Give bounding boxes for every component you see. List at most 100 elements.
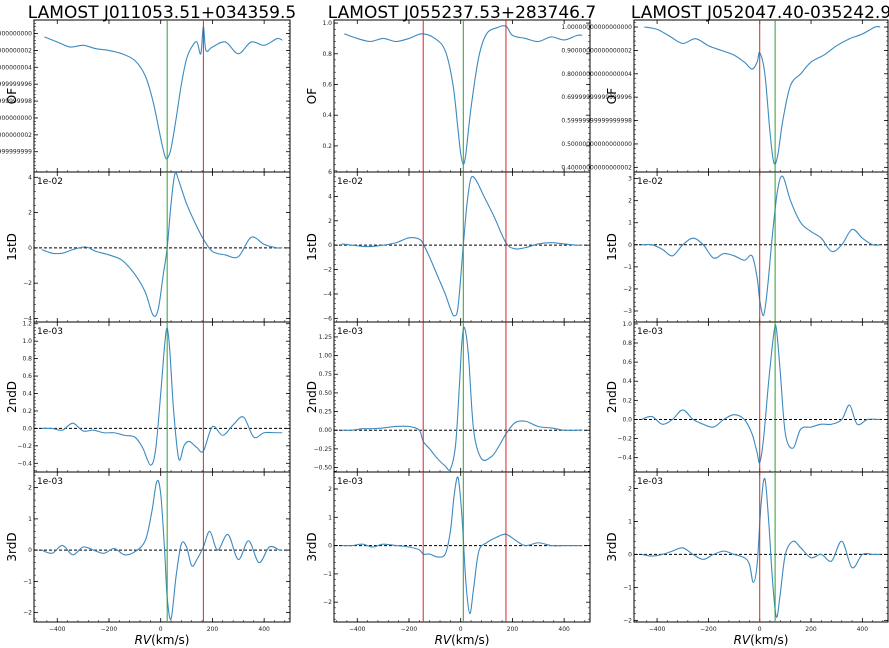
panel-3rdd: −2 −1 0 1 2 3rdD 1e-03: [305, 471, 591, 623]
y-tick-label: 0.80000000000000004: [0, 64, 32, 71]
panel-2ndd: −0.4 −0.2 0.0 0.2 0.4 0.6 0.8 1.0 1.2 2ndD 1e-03: [5, 321, 291, 473]
y-axis-label: 1stD: [5, 233, 19, 261]
chart-title: LAMOST J052047.40-035242.9: [631, 3, 889, 23]
y-tick-label: 0.6: [22, 373, 32, 380]
y-tick-label: −0.4: [17, 460, 32, 467]
y-tick-label: 1.00000000000000000: [561, 24, 632, 31]
x-axis-label-prefix: RV: [734, 633, 751, 647]
y-tick-label: 0.69999999999999996: [0, 81, 32, 88]
y-axis-label: 1stD: [305, 233, 319, 261]
y-tick-label: 0.69999999999999996: [561, 94, 632, 101]
x-tick-label: 200: [507, 626, 519, 633]
y-tick-label: 0.00: [319, 427, 333, 434]
y-tick-label: 0: [28, 547, 32, 554]
series-line: [641, 477, 881, 618]
y-tick-label: 0.8: [622, 340, 632, 347]
y-tick-label: −2: [623, 617, 632, 624]
y-axis-label: OF: [305, 88, 319, 104]
y-tick-label: −1: [23, 578, 32, 585]
y-tick-label: 0.80000000000000004: [561, 71, 632, 78]
y-tick-label: 0.0: [622, 416, 632, 423]
y-axis-label: 3rdD: [605, 532, 619, 561]
y-tick-label: −4: [23, 315, 32, 322]
y-tick-label: 0.50000000000000000: [561, 141, 632, 148]
panel-frame: [33, 471, 291, 623]
y-tick-label: −4: [323, 291, 332, 298]
y-tick-label: 4: [328, 193, 332, 200]
y-tick-label: 2: [28, 210, 32, 217]
scale-factor: 1e-03: [637, 327, 663, 337]
panel-frame: [633, 321, 889, 473]
y-tick-label: 0: [628, 242, 632, 249]
y-tick-label: 0.75: [319, 371, 333, 378]
y-tick-label: 0.6: [622, 359, 632, 366]
chart-column-2: LAMOST J055237.53+283746.7 0.2 0.4 0.6 0.8 1.…: [305, 3, 596, 647]
x-tick-label: 400: [258, 626, 270, 633]
y-tick-label: 1.00000000000000000: [0, 31, 32, 38]
chart-title: LAMOST J011053.51+034359.5: [28, 3, 296, 23]
panel-of: 0.40000000000000002 0.50000000000000000 0.…: [561, 19, 889, 173]
series-line: [41, 479, 283, 621]
series-line: [344, 25, 583, 165]
x-tick-label: −200: [401, 626, 418, 633]
x-tick-label: −400: [349, 626, 366, 633]
y-tick-label: 0.4: [622, 378, 632, 385]
y-tick-label: 2: [628, 198, 632, 205]
y-tick-label: −2: [23, 280, 32, 287]
panel-frame: [633, 171, 889, 323]
y-tick-label: −1: [623, 584, 632, 591]
series-line: [341, 326, 583, 471]
scale-factor: 1e-02: [637, 177, 663, 187]
panel-frame: [633, 471, 889, 623]
y-tick-label: −1: [623, 264, 632, 271]
y-tick-label: 0.4: [322, 112, 332, 119]
x-axis-label: RV(km/s): [135, 633, 190, 647]
scale-factor: 1e-03: [337, 327, 363, 337]
y-tick-label: 1: [628, 220, 632, 227]
y-tick-label: −2: [323, 599, 332, 606]
y-tick-label: 1.25: [319, 334, 333, 341]
scale-factor: 1e-03: [337, 477, 363, 487]
x-axis-label-prefix: RV: [135, 633, 152, 647]
y-tick-label: 0.8: [22, 356, 32, 363]
y-tick-label: 0.2: [322, 143, 332, 150]
y-tick-label: 1.0: [322, 20, 332, 27]
y-tick-label: 3: [628, 176, 632, 183]
y-tick-label: 0: [328, 543, 332, 550]
y-axis-label: 3rdD: [305, 532, 319, 561]
y-tick-label: 1: [328, 514, 332, 521]
x-tick-label: 0: [459, 626, 463, 633]
series-line: [641, 175, 881, 317]
x-axis-label-prefix: RV: [435, 633, 452, 647]
y-axis-label: OF: [5, 88, 19, 104]
y-axis-label: 2ndD: [305, 381, 319, 413]
y-tick-label: 0.4: [22, 391, 32, 398]
y-axis-label: 2ndD: [605, 381, 619, 413]
y-tick-label: 0: [28, 245, 32, 252]
series-line: [41, 327, 283, 466]
scale-factor: 1e-03: [37, 477, 63, 487]
y-tick-label: 1.2: [22, 321, 32, 328]
y-tick-label: 0.2: [622, 397, 632, 404]
y-tick-label: 0.40000000000000002: [561, 164, 632, 171]
panel-of: 0.2 0.4 0.6 0.8 1.0 OF: [305, 19, 591, 173]
y-tick-label: −0.50: [314, 465, 333, 472]
y-tick-label: 0: [628, 551, 632, 558]
x-tick-label: 400: [857, 626, 869, 633]
y-tick-label: 0: [328, 242, 332, 249]
x-tick-label: 400: [558, 626, 570, 633]
y-tick-label: −2: [623, 286, 632, 293]
y-tick-label: 1: [628, 518, 632, 525]
y-tick-label: 1.0: [22, 338, 32, 345]
panel-frame: [33, 19, 291, 173]
panel-1std: −3 −2 −1 0 1 2 3 1stD 1e-02: [605, 171, 889, 323]
panel-frame: [33, 321, 291, 473]
x-tick-label: −400: [49, 626, 66, 633]
x-axis-label: RV(km/s): [734, 633, 789, 647]
panel-1std: −6 −4 −2 0 2 4 6 1stD 1e-02: [305, 169, 591, 323]
chart-column-1: LAMOST J011053.51+034359.50.299999999999…: [0, 3, 296, 647]
chart-title: LAMOST J055237.53+283746.7: [328, 3, 596, 23]
y-tick-label: −0.4: [617, 455, 632, 462]
scale-factor: 1e-03: [37, 327, 63, 337]
